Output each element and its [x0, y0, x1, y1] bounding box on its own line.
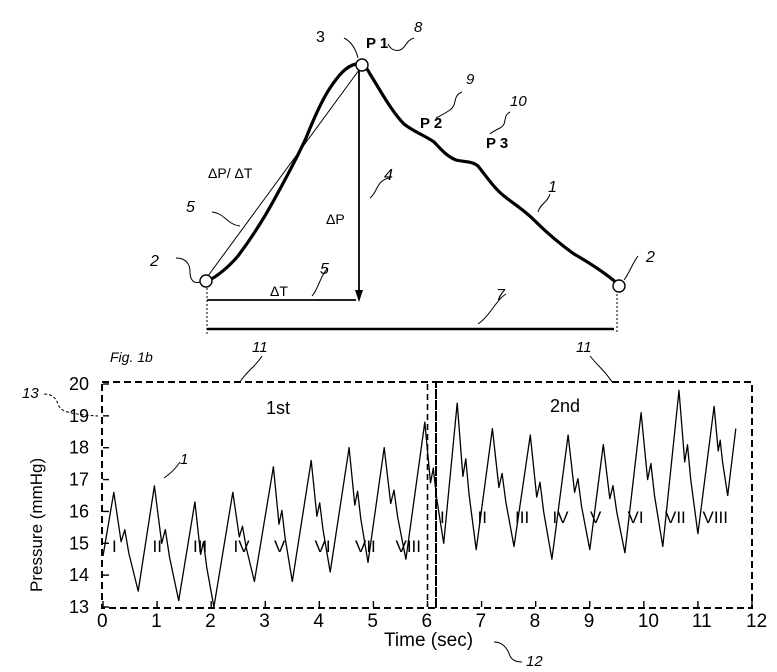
- label-dp: ΔP: [326, 211, 345, 227]
- leader-11-left: [240, 356, 262, 382]
- x-tick-label-4: 4: [313, 611, 324, 632]
- x-axis-title: Time (sec): [384, 630, 473, 651]
- beat-numeral-1-V: V: [274, 537, 286, 556]
- beat-numeral-2-I: I: [440, 508, 445, 527]
- x-tick-label-8: 8: [530, 611, 541, 632]
- ref-4: 4: [384, 167, 393, 184]
- label-p1: P 1: [366, 35, 388, 52]
- x-tick-label-5: 5: [367, 611, 378, 632]
- x-tick-label-12: 12: [746, 611, 767, 632]
- y-tick-label-19: 19: [69, 406, 89, 426]
- label-p2: P 2: [420, 115, 442, 132]
- leader-3: [344, 38, 358, 58]
- onset-marker-right: [613, 280, 625, 292]
- leader-5-slope: [212, 212, 240, 226]
- y-tick-label-16: 16: [69, 501, 89, 521]
- x-tick-label-11: 11: [692, 611, 712, 632]
- pressure-trace: [103, 390, 736, 607]
- y-tick-label-15: 15: [69, 533, 89, 553]
- leader-11-right: [590, 356, 612, 382]
- beat-numeral-1-II: II: [153, 537, 162, 556]
- y-tick-label-14: 14: [69, 565, 89, 585]
- ref-8: 8: [414, 19, 423, 36]
- beat-numerals: IIIIIIIVVVIVIIVIIIIIIIIIIVVVIVIIVIII: [112, 508, 728, 556]
- label-p3: P 3: [486, 135, 508, 152]
- ref-5-dt: 5: [320, 261, 329, 278]
- onset-marker-left: [200, 275, 212, 287]
- label-slope: ΔP/ ΔT: [208, 165, 253, 181]
- beat-numeral-2-IV: IV: [553, 508, 570, 527]
- leader-2-right: [624, 256, 638, 280]
- window-1-label: 1st: [266, 398, 290, 418]
- ref-1-chart: 1: [180, 451, 188, 468]
- x-tick-label-6: 6: [422, 611, 433, 632]
- bottom-chart: Fig. 1b 1st 2nd 11 11 13 12 1 0123456789…: [22, 339, 767, 670]
- peak-marker: [356, 59, 368, 71]
- y-tick-label-20: 20: [69, 374, 89, 394]
- ref-5-slope: 5: [186, 199, 195, 216]
- leader-1-chart: [164, 462, 180, 478]
- leader-1-top: [538, 194, 550, 212]
- pressure-trace-group: [103, 384, 736, 607]
- ref-13: 13: [22, 385, 39, 402]
- ref-12: 12: [526, 653, 543, 670]
- dp-arrowhead: [355, 290, 363, 302]
- beat-numeral-1-IV: IV: [234, 537, 251, 556]
- y-axis-title: Pressure (mmHg): [27, 458, 46, 592]
- ref-11-right: 11: [576, 339, 592, 356]
- beat-numeral-2-III: III: [515, 508, 529, 527]
- beat-numeral-1-VII: VII: [355, 537, 376, 556]
- x-tick-label-1: 1: [151, 611, 162, 632]
- ref-11-left: 11: [252, 339, 268, 356]
- window-2-label: 2nd: [550, 396, 580, 416]
- ref-9: 9: [466, 71, 475, 88]
- beat-numeral-1-VIII: VIII: [396, 537, 422, 556]
- ref-1-top: 1: [548, 179, 557, 196]
- ref-7: 7: [496, 287, 506, 304]
- ref-3: 3: [316, 29, 325, 46]
- x-tick-label-2: 2: [205, 611, 216, 632]
- beat-numeral-2-II: II: [478, 508, 487, 527]
- beat-numeral-1-III: III: [193, 537, 207, 556]
- beat-numeral-2-VII: VII: [665, 508, 686, 527]
- y-tick-label-13: 13: [69, 597, 89, 617]
- y-tick-label-17: 17: [69, 470, 89, 490]
- x-tick-label-7: 7: [476, 611, 487, 632]
- chart-axes: 01234567891011121314151617181920: [69, 374, 767, 632]
- x-tick-label-0: 0: [97, 611, 108, 632]
- beat-numeral-1-I: I: [112, 537, 117, 556]
- beat-numeral-1-VI: VI: [315, 537, 331, 556]
- beat-numeral-2-V: V: [590, 508, 602, 527]
- x-tick-label-3: 3: [259, 611, 270, 632]
- leader-10: [490, 112, 510, 134]
- ref-2-left: 2: [149, 253, 159, 270]
- beat-numeral-2-VIII: VIII: [703, 508, 729, 527]
- beat-numeral-2-VI: VI: [628, 508, 644, 527]
- y-tick-label-18: 18: [69, 438, 89, 458]
- x-tick-label-10: 10: [638, 611, 659, 632]
- pulse-waveform: [206, 64, 618, 284]
- ref-2-right: 2: [645, 249, 655, 266]
- leader-8: [388, 38, 414, 51]
- ref-10: 10: [510, 93, 527, 110]
- figure-label: Fig. 1b: [110, 349, 153, 365]
- leader-2-left: [176, 258, 200, 283]
- x-tick-label-9: 9: [584, 611, 595, 632]
- leader-12: [494, 642, 522, 662]
- top-diagram: 2 2 3 8 9 10 1 4 5 5 7 P 1 P 2 P 3 ΔP/ Δ…: [149, 19, 655, 334]
- label-dt: ΔT: [270, 283, 288, 299]
